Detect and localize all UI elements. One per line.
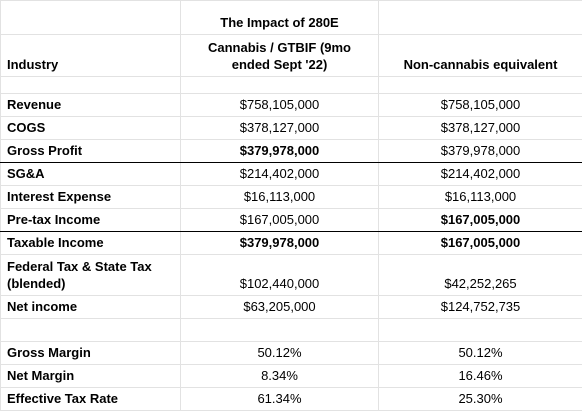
data-row: COGS $378,127,000 $378,127,000 (0, 116, 582, 140)
value-cell: $378,127,000 (180, 116, 379, 140)
data-row: Effective Tax Rate 61.34% 25.30% (0, 387, 582, 411)
title-row: The Impact of 280E (0, 0, 582, 35)
value-cell: 50.12% (180, 341, 379, 365)
cell (378, 318, 582, 342)
data-row: Taxable Income $379,978,000 $167,005,000 (0, 231, 582, 255)
value-cell: $214,402,000 (180, 162, 379, 186)
data-row: Pre-tax Income $167,005,000 $167,005,000 (0, 208, 582, 232)
data-row: Federal Tax & State Tax (blended) $102,44… (0, 254, 582, 296)
value-cell: $379,978,000 (180, 139, 379, 163)
row-label: Gross Profit (0, 139, 181, 163)
header-cell: Industry (0, 34, 181, 77)
header-text: Cannabis / GTBIF (9mo ended Sept '22) (207, 40, 351, 72)
row-label-text: Federal Tax & State Tax (blended) (7, 259, 152, 291)
value-cell: 61.34% (180, 387, 379, 411)
data-row: Gross Margin 50.12% 50.12% (0, 341, 582, 365)
value-cell: $378,127,000 (378, 116, 582, 140)
data-row: SG&A $214,402,000 $214,402,000 (0, 162, 582, 186)
row-label: Revenue (0, 93, 181, 117)
value-cell: $379,978,000 (180, 231, 379, 255)
cell (0, 76, 181, 94)
value-cell: $214,402,000 (378, 162, 582, 186)
row-label: Gross Margin (0, 341, 181, 365)
value-cell: $102,440,000 (180, 254, 379, 296)
value-cell: $758,105,000 (180, 93, 379, 117)
cell (0, 0, 181, 35)
value-cell: $16,113,000 (180, 185, 379, 209)
row-label: COGS (0, 116, 181, 140)
empty-row (0, 318, 582, 342)
empty-row (0, 76, 582, 94)
value-cell: 8.34% (180, 364, 379, 388)
cell (180, 76, 379, 94)
data-row: Net Margin 8.34% 16.46% (0, 364, 582, 388)
value-cell: 25.30% (378, 387, 582, 411)
value-cell: 50.12% (378, 341, 582, 365)
value-cell: $758,105,000 (378, 93, 582, 117)
header-cell: Non-cannabis equivalent (378, 34, 582, 77)
data-row: Net income $63,205,000 $124,752,735 (0, 295, 582, 319)
value-cell: $124,752,735 (378, 295, 582, 319)
data-row: Revenue $758,105,000 $758,105,000 (0, 93, 582, 117)
row-label: SG&A (0, 162, 181, 186)
row-label: Net income (0, 295, 181, 319)
header-row: Industry Cannabis / GTBIF (9mo ended Sep… (0, 34, 582, 77)
value-cell: $167,005,000 (378, 208, 582, 232)
value-cell: $167,005,000 (378, 231, 582, 255)
row-label: Interest Expense (0, 185, 181, 209)
cell (378, 0, 582, 35)
header-cell: Cannabis / GTBIF (9mo ended Sept '22) (180, 34, 379, 77)
row-label: Taxable Income (0, 231, 181, 255)
value-cell: $167,005,000 (180, 208, 379, 232)
value-cell: $16,113,000 (378, 185, 582, 209)
value-cell: 16.46% (378, 364, 582, 388)
cell (180, 318, 379, 342)
row-label: Federal Tax & State Tax (blended) (0, 254, 181, 296)
sheet-title: The Impact of 280E (180, 0, 379, 35)
row-label: Pre-tax Income (0, 208, 181, 232)
cell (0, 318, 181, 342)
data-row: Gross Profit $379,978,000 $379,978,000 (0, 139, 582, 163)
value-cell: $379,978,000 (378, 139, 582, 163)
cell (378, 76, 582, 94)
row-label: Effective Tax Rate (0, 387, 181, 411)
row-label: Net Margin (0, 364, 181, 388)
value-cell: $63,205,000 (180, 295, 379, 319)
value-cell: $42,252,265 (378, 254, 582, 296)
data-row: Interest Expense $16,113,000 $16,113,000 (0, 185, 582, 209)
